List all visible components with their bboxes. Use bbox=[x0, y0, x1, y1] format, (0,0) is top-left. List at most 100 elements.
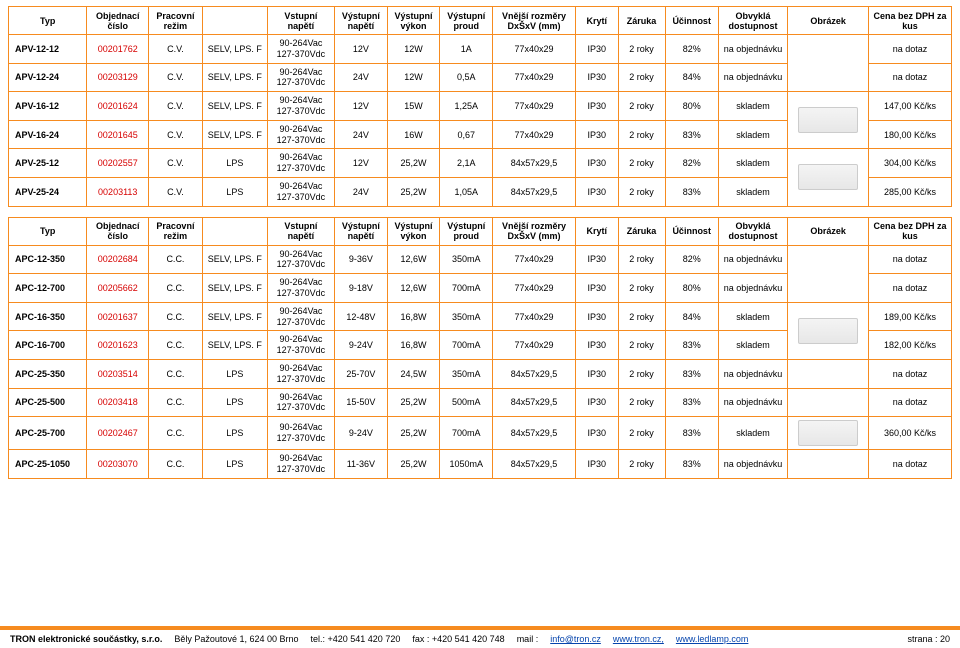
cell-vykon: 12,6W bbox=[387, 274, 440, 303]
cell-uc: 84% bbox=[665, 63, 718, 92]
th-obrazek: Obrázek bbox=[788, 217, 869, 245]
th-typ: Typ bbox=[9, 7, 87, 35]
cell-obj: 00205662 bbox=[87, 274, 149, 303]
cell-typ: APV-12-24 bbox=[9, 63, 87, 92]
cell-zar: 2 roky bbox=[618, 417, 665, 450]
th-obj: Objednací číslo bbox=[87, 7, 149, 35]
cell-proud: 1A bbox=[440, 35, 493, 64]
cell-rezim: C.C. bbox=[149, 417, 203, 450]
cell-kryti: IP30 bbox=[575, 63, 618, 92]
cell-rezim: C.V. bbox=[149, 92, 203, 121]
cell-kryti: IP30 bbox=[575, 359, 618, 388]
th-cena: Cena bez DPH za kus bbox=[868, 7, 951, 35]
cell-cena: 189,00 Kč/ks bbox=[868, 302, 951, 331]
cell-dost: skladem bbox=[718, 302, 787, 331]
cell-obj: 00201645 bbox=[87, 120, 149, 149]
cell-cena: 180,00 Kč/ks bbox=[868, 120, 951, 149]
cell-cena: na dotaz bbox=[868, 63, 951, 92]
cell-obj: 00201762 bbox=[87, 35, 149, 64]
footer-www2-link[interactable]: www.ledlamp.com bbox=[676, 634, 749, 644]
cell-uc: 83% bbox=[665, 417, 718, 450]
cell-typ: APV-16-12 bbox=[9, 92, 87, 121]
cell-vnap: 90-264Vac127-370Vdc bbox=[267, 35, 334, 64]
cell-dost: na objednávku bbox=[718, 450, 787, 479]
cell-proud: 1,25A bbox=[440, 92, 493, 121]
table-row: APC-25-50000203418C.C.LPS90-264Vac127-37… bbox=[9, 388, 952, 417]
cell-image bbox=[788, 417, 869, 450]
cell-roz: 77x40x29 bbox=[493, 245, 576, 274]
cell-proud: 350mA bbox=[440, 302, 493, 331]
cell-typ: APC-25-700 bbox=[9, 417, 87, 450]
cell-out: 24V bbox=[335, 120, 388, 149]
cell-selv: SELV, LPS. F bbox=[202, 302, 267, 331]
cell-vykon: 25,2W bbox=[387, 417, 440, 450]
table-header: Typ Objednací číslo Pracovní režim Vstup… bbox=[9, 7, 952, 35]
cell-cena: 360,00 Kč/ks bbox=[868, 417, 951, 450]
cell-proud: 1,05A bbox=[440, 177, 493, 206]
footer-mail-label: mail : bbox=[517, 634, 539, 644]
cell-rezim: C.V. bbox=[149, 35, 203, 64]
cell-zar: 2 roky bbox=[618, 149, 665, 178]
cell-image bbox=[788, 388, 869, 417]
cell-dost: na objednávku bbox=[718, 388, 787, 417]
cell-vnap: 90-264Vac127-370Vdc bbox=[267, 302, 334, 331]
cell-rezim: C.C. bbox=[149, 331, 203, 360]
cell-selv: SELV, LPS. F bbox=[202, 274, 267, 303]
th-rozmery: Vnější rozměry DxŠxV (mm) bbox=[493, 7, 576, 35]
cell-obj: 00201637 bbox=[87, 302, 149, 331]
cell-vnap: 90-264Vac127-370Vdc bbox=[267, 417, 334, 450]
table-row: APV-16-1200201624C.V.SELV, LPS. F90-264V… bbox=[9, 92, 952, 121]
table-row: APC-25-105000203070C.C.LPS90-264Vac127-3… bbox=[9, 450, 952, 479]
th-cena: Cena bez DPH za kus bbox=[868, 217, 951, 245]
cell-proud: 700mA bbox=[440, 331, 493, 360]
cell-roz: 84x57x29,5 bbox=[493, 359, 576, 388]
th-blank bbox=[202, 217, 267, 245]
cell-typ: APV-12-12 bbox=[9, 35, 87, 64]
cell-dost: na objednávku bbox=[718, 245, 787, 274]
cell-vykon: 12,6W bbox=[387, 245, 440, 274]
cell-cena: 182,00 Kč/ks bbox=[868, 331, 951, 360]
th-zaruka: Záruka bbox=[618, 7, 665, 35]
cell-dost: na objednávku bbox=[718, 35, 787, 64]
table-header: Typ Objednací číslo Pracovní režim Vstup… bbox=[9, 217, 952, 245]
cell-dost: skladem bbox=[718, 149, 787, 178]
footer-mail-link[interactable]: info@tron.cz bbox=[550, 634, 601, 644]
cell-obj: 00203418 bbox=[87, 388, 149, 417]
cell-out: 25-70V bbox=[335, 359, 388, 388]
cell-proud: 350mA bbox=[440, 245, 493, 274]
cell-selv: LPS bbox=[202, 149, 267, 178]
cell-kryti: IP30 bbox=[575, 177, 618, 206]
cell-vnap: 90-264Vac127-370Vdc bbox=[267, 245, 334, 274]
cell-uc: 84% bbox=[665, 302, 718, 331]
cell-selv: LPS bbox=[202, 417, 267, 450]
th-rozmery: Vnější rozměry DxŠxV (mm) bbox=[493, 217, 576, 245]
cell-zar: 2 roky bbox=[618, 331, 665, 360]
th-proud: Výstupní proud bbox=[440, 217, 493, 245]
cell-zar: 2 roky bbox=[618, 359, 665, 388]
cell-typ: APC-25-500 bbox=[9, 388, 87, 417]
cell-roz: 77x40x29 bbox=[493, 120, 576, 149]
cell-typ: APV-16-24 bbox=[9, 120, 87, 149]
cell-obj: 00202557 bbox=[87, 149, 149, 178]
footer-www1-link[interactable]: www.tron.cz, bbox=[613, 634, 664, 644]
cell-roz: 77x40x29 bbox=[493, 92, 576, 121]
th-rezim: Pracovní režim bbox=[149, 7, 203, 35]
cell-kryti: IP30 bbox=[575, 245, 618, 274]
cell-proud: 1050mA bbox=[440, 450, 493, 479]
th-blank bbox=[202, 7, 267, 35]
cell-cena: 304,00 Kč/ks bbox=[868, 149, 951, 178]
th-proud: Výstupní proud bbox=[440, 7, 493, 35]
th-dostupnost: Obvyklá dostupnost bbox=[718, 217, 787, 245]
cell-zar: 2 roky bbox=[618, 177, 665, 206]
cell-vykon: 25,2W bbox=[387, 149, 440, 178]
cell-roz: 84x57x29,5 bbox=[493, 177, 576, 206]
cell-selv: LPS bbox=[202, 388, 267, 417]
cell-kryti: IP30 bbox=[575, 92, 618, 121]
cell-kryti: IP30 bbox=[575, 331, 618, 360]
cell-zar: 2 roky bbox=[618, 388, 665, 417]
cell-rezim: C.C. bbox=[149, 302, 203, 331]
cell-typ: APC-12-350 bbox=[9, 245, 87, 274]
cell-vykon: 12W bbox=[387, 35, 440, 64]
footer-page: strana : 20 bbox=[907, 634, 950, 644]
th-ucinnost: Účinnost bbox=[665, 217, 718, 245]
